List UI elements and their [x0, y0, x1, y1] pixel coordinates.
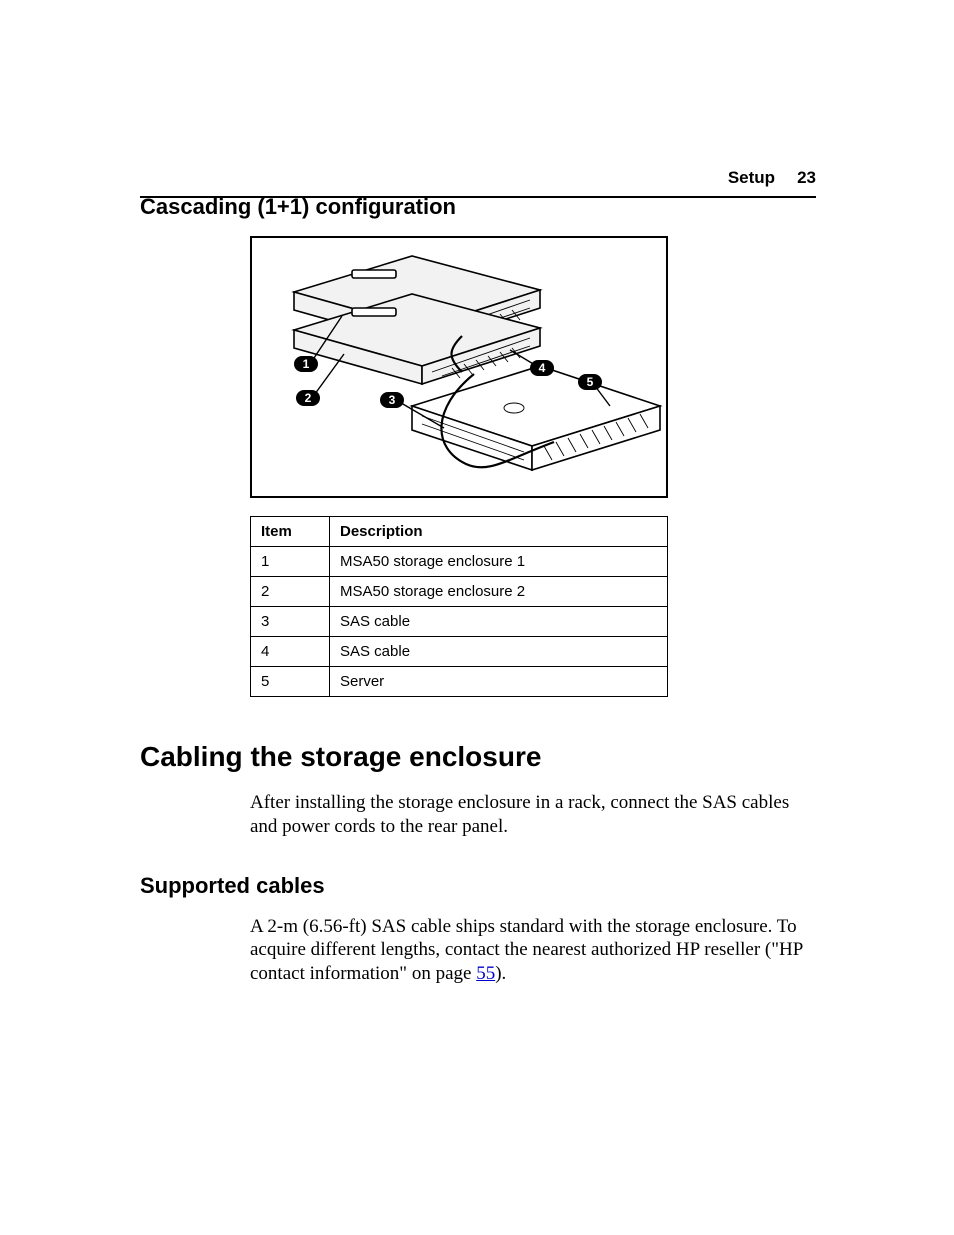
table-header-description: Description — [330, 517, 668, 547]
supported-cables-text-post: ). — [495, 963, 506, 984]
supported-cables-text-pre: A 2-m (6.56-ft) SAS cable ships standard… — [250, 916, 803, 985]
table-cell-item: 3 — [251, 607, 330, 637]
callout-table: Item Description 1 MSA50 storage enclosu… — [250, 516, 668, 697]
figure-svg: 1 2 3 4 5 — [252, 238, 666, 496]
svg-text:5: 5 — [587, 375, 594, 389]
table-cell-description: SAS cable — [330, 607, 668, 637]
table-cell-item: 2 — [251, 577, 330, 607]
callout-4: 4 — [530, 360, 554, 376]
page: Setup23 Cascading (1+1) configuration — [0, 0, 954, 1235]
header-page-number: 23 — [797, 168, 816, 187]
table-row: 3 SAS cable — [251, 607, 668, 637]
svg-text:1: 1 — [303, 357, 310, 371]
table-row: 5 Server — [251, 667, 668, 697]
section-heading-supported-cables: Supported cables — [140, 873, 824, 899]
table-cell-description: MSA50 storage enclosure 2 — [330, 577, 668, 607]
table-cell-item: 1 — [251, 547, 330, 577]
cabling-paragraph: After installing the storage enclosure i… — [250, 791, 810, 839]
table-cell-item: 4 — [251, 637, 330, 667]
server — [412, 366, 660, 470]
header-section: Setup — [728, 168, 775, 187]
header-rule — [140, 196, 816, 198]
callout-3: 3 — [380, 392, 404, 408]
table-row: 4 SAS cable — [251, 637, 668, 667]
figure-and-table-wrap: 1 2 3 4 5 — [250, 236, 668, 697]
callout-5: 5 — [578, 374, 602, 390]
running-header: Setup 23 — [728, 168, 816, 188]
callout-1: 1 — [294, 356, 318, 372]
callout-2: 2 — [296, 390, 320, 406]
table-cell-description: Server — [330, 667, 668, 697]
page-link-55[interactable]: 55 — [476, 963, 495, 984]
supported-cables-paragraph: A 2-m (6.56-ft) SAS cable ships standard… — [250, 915, 810, 986]
table-cell-description: MSA50 storage enclosure 1 — [330, 547, 668, 577]
svg-text:2: 2 — [305, 391, 312, 405]
svg-text:3: 3 — [389, 393, 396, 407]
table-row: 1 MSA50 storage enclosure 1 — [251, 547, 668, 577]
table-cell-description: SAS cable — [330, 637, 668, 667]
figure-cascading-config: 1 2 3 4 5 — [250, 236, 668, 498]
table-header-item: Item — [251, 517, 330, 547]
table-cell-item: 5 — [251, 667, 330, 697]
svg-text:4: 4 — [539, 361, 546, 375]
section-heading-cabling: Cabling the storage enclosure — [140, 741, 824, 773]
table-header-row: Item Description — [251, 517, 668, 547]
table-row: 2 MSA50 storage enclosure 2 — [251, 577, 668, 607]
